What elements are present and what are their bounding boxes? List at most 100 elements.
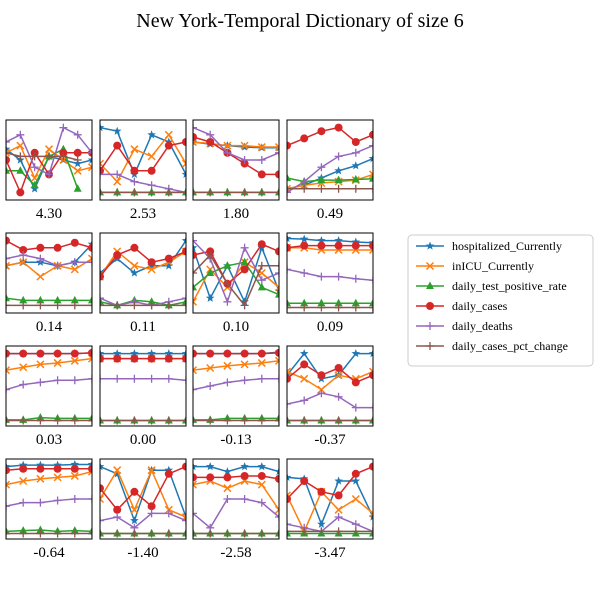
data-point (287, 472, 292, 482)
data-point (182, 529, 186, 538)
data-point (193, 529, 197, 538)
data-point (300, 134, 309, 143)
series-daily-deaths (193, 374, 279, 394)
data-point (351, 416, 360, 425)
series-line (287, 370, 373, 391)
series-line (100, 468, 186, 518)
data-point (6, 156, 10, 164)
data-point (6, 293, 10, 302)
data-point (275, 261, 279, 270)
data-point (368, 509, 373, 518)
data-point (147, 166, 156, 175)
data-point (257, 349, 266, 358)
panel-frame (192, 119, 280, 201)
data-point (73, 148, 82, 157)
data-point (351, 476, 361, 485)
series-daily-cases-pct-change (100, 188, 186, 197)
panel-label: 1.80 (223, 206, 249, 222)
data-point (53, 349, 62, 358)
data-point (223, 349, 232, 358)
data-point (275, 269, 279, 277)
data-point (351, 161, 361, 170)
data-point (334, 152, 343, 161)
data-point (257, 462, 267, 471)
data-point (275, 413, 279, 422)
data-point (351, 241, 360, 250)
data-point (19, 416, 28, 425)
data-point (240, 301, 249, 310)
data-point (70, 529, 79, 538)
data-point (19, 349, 28, 358)
data-point (275, 188, 279, 197)
data-point (206, 138, 215, 146)
data-point (223, 261, 232, 269)
data-point (317, 272, 326, 281)
data-point (275, 374, 279, 383)
legend-entry-inicu-currently: inICU_Currently (416, 259, 534, 273)
panel-label: -0.13 (220, 432, 251, 448)
series-daily-deaths (193, 123, 279, 164)
data-point (287, 243, 291, 252)
data-point (223, 529, 232, 538)
series-daily-deaths (287, 389, 373, 412)
data-point (36, 474, 45, 483)
data-point (193, 123, 197, 132)
data-point (257, 240, 266, 249)
data-point (70, 349, 79, 358)
data-point (300, 360, 309, 369)
data-point (300, 298, 309, 307)
data-point (317, 371, 326, 380)
data-point (6, 466, 10, 475)
data-point (113, 251, 122, 259)
data-point (181, 159, 186, 168)
data-point (206, 349, 215, 358)
data-point (193, 188, 197, 197)
series-line (193, 126, 279, 161)
series-line (6, 468, 92, 471)
series-daily-deaths (100, 374, 186, 385)
series-daily-cases-pct-change (193, 529, 279, 538)
data-point (193, 480, 198, 489)
data-point (351, 274, 360, 283)
series-line (6, 416, 92, 421)
series-daily-cases-pct-change (193, 188, 279, 197)
data-point (19, 464, 28, 473)
data-point (70, 238, 79, 247)
data-point (351, 138, 360, 146)
data-point (205, 293, 215, 302)
data-point (6, 526, 10, 535)
data-point (147, 354, 156, 363)
data-point (287, 374, 291, 383)
data-point (113, 177, 122, 186)
series-hospitalized-currently (287, 349, 373, 383)
series-daily-cases (100, 462, 186, 514)
series-daily-cases (100, 138, 186, 175)
data-point (16, 166, 25, 174)
legend-label: daily_test_positive_rate (452, 279, 567, 293)
series-daily-test-positive-rate (193, 413, 279, 423)
data-point (193, 236, 197, 245)
data-point (193, 297, 198, 306)
data-point (70, 301, 79, 310)
data-point (113, 141, 122, 150)
data-point (287, 400, 291, 408)
data-point (88, 416, 92, 425)
panel-12: -0.37 (286, 345, 374, 448)
series-daily-deaths (287, 265, 373, 285)
data-point (70, 416, 79, 425)
data-point (36, 460, 45, 469)
data-point (36, 416, 45, 425)
data-point (36, 360, 45, 369)
data-point (19, 476, 28, 486)
panel-14: -1.40 (99, 458, 187, 561)
data-point (287, 416, 291, 425)
data-point (100, 188, 104, 197)
data-point (300, 177, 309, 186)
data-point (130, 529, 139, 538)
data-point (351, 469, 360, 478)
data-point (19, 380, 28, 389)
data-point (164, 469, 173, 478)
data-point (164, 141, 173, 150)
data-point (275, 290, 279, 298)
data-point (300, 241, 309, 250)
